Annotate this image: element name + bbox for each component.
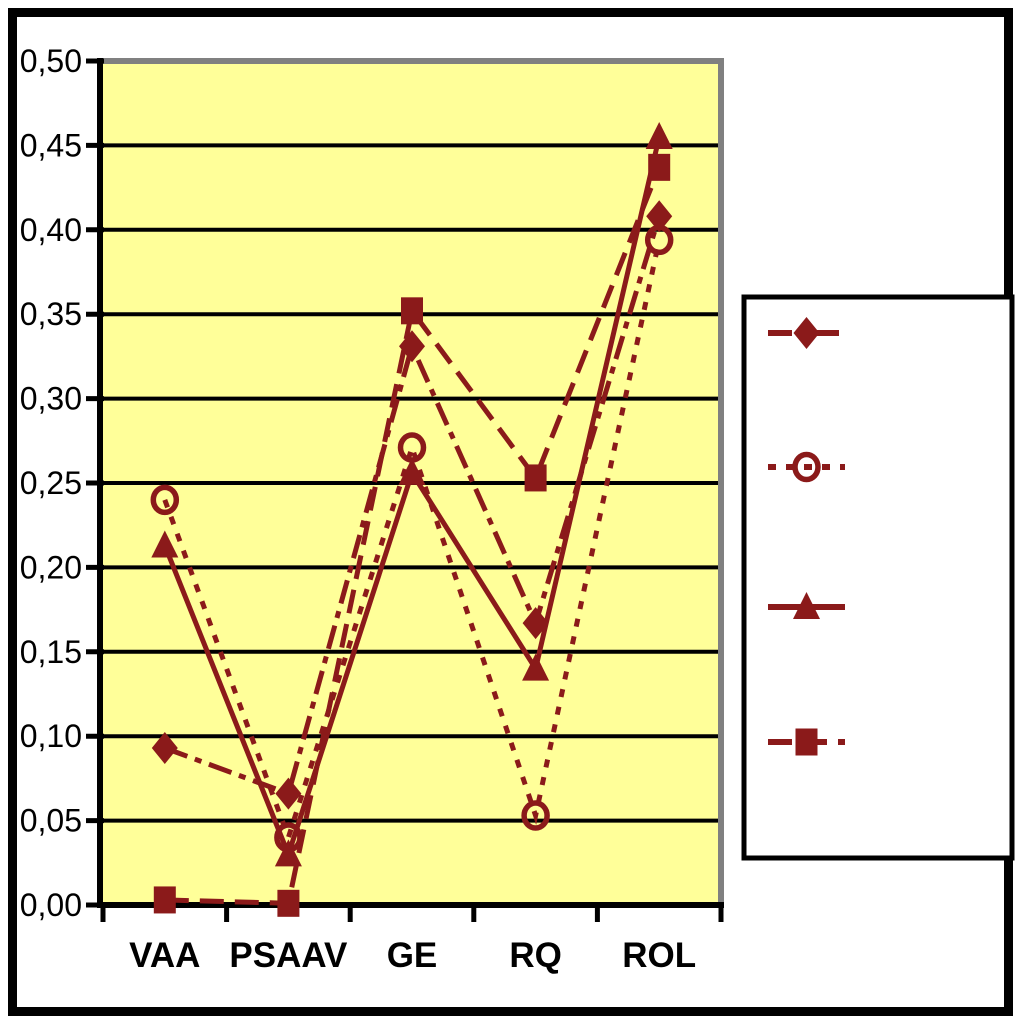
x-category-label: GE [387,936,438,975]
triangle-solid-series [151,121,673,867]
y-tick-label: 0,20 [20,549,82,585]
circle-open-marker [150,484,180,516]
x-category-label: RQ [509,936,562,975]
y-tick-label: 0,45 [20,127,82,163]
legend-triangle-icon [793,592,820,619]
y-tick-label: 0,15 [20,634,82,670]
legend-box [741,294,1015,861]
y-tick-label: 0,50 [20,43,82,79]
circle-dotted-series-line [162,239,662,846]
square-marker [524,464,547,492]
square-dashed-series-line [164,166,662,906]
legend-item-diamond [768,317,845,349]
triangle-marker [645,121,673,149]
x-category-label: VAA [129,936,200,975]
y-tick-label: 0,25 [20,465,82,501]
y-tick-label: 0,00 [20,887,82,923]
diamond-marker [646,200,673,233]
y-tick-label: 0,30 [20,381,82,417]
legend-diamond-icon [793,317,820,349]
legend-item-circle-open [768,451,845,483]
triangle-marker [274,839,302,867]
x-category-label: PSAAV [229,936,348,975]
circle-open-marker [521,800,550,831]
y-tick-label: 0,10 [20,718,82,754]
square-marker [153,886,176,914]
diamond-marker [275,777,302,810]
diamond-marker [151,732,178,765]
legend [741,294,1015,861]
triangle-marker [151,530,179,558]
legend-item-square [768,728,845,756]
y-tick-label: 0,40 [20,212,82,248]
y-tick-label: 0,35 [20,296,82,332]
triangle-marker [398,457,426,485]
legend-item-triangle [768,592,845,619]
circle-open-marker [644,224,674,256]
legend-circle-open-icon [792,451,821,483]
square-dashed-series [153,153,671,917]
square-marker [401,297,423,325]
x-category-label: ROL [622,936,696,975]
square-marker [648,153,671,181]
square-marker [277,889,300,917]
triangle-marker [522,653,550,681]
legend-square-icon [795,728,818,756]
y-tick-label: 0,05 [20,803,82,839]
